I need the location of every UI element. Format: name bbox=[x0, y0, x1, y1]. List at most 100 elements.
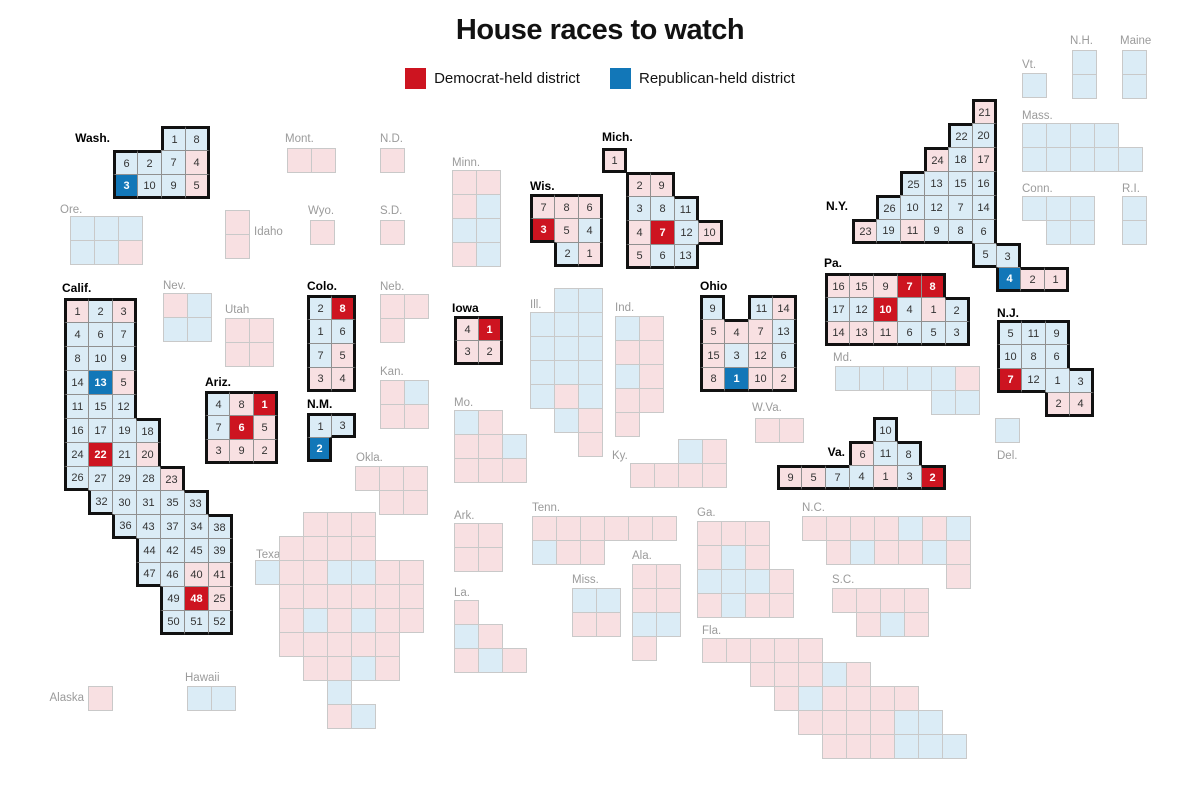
district-cell bbox=[639, 388, 664, 413]
district-cell bbox=[476, 170, 501, 195]
district-cell bbox=[554, 288, 579, 313]
district-cell-calif-46: 46 bbox=[160, 562, 185, 587]
district-cell-ohio-8: 8 bbox=[700, 367, 725, 392]
democrat-swatch-icon bbox=[405, 68, 427, 89]
district-cell bbox=[225, 210, 250, 235]
district-cell bbox=[327, 584, 352, 609]
state-label-utah: Utah bbox=[225, 304, 250, 316]
district-cell bbox=[822, 686, 847, 711]
district-cell bbox=[255, 560, 280, 585]
district-cell bbox=[502, 434, 527, 459]
district-cell bbox=[225, 342, 250, 367]
district-cell bbox=[596, 612, 621, 637]
district-cell-ohio-15: 15 bbox=[700, 343, 725, 368]
district-cell bbox=[870, 686, 895, 711]
district-cell bbox=[632, 612, 657, 637]
district-cell bbox=[554, 384, 579, 409]
district-cell bbox=[454, 410, 479, 435]
district-cell-ariz-9: 9 bbox=[229, 439, 254, 464]
district-cell-pa-1: 1 bbox=[921, 297, 946, 322]
district-cell-va-2: 2 bbox=[921, 465, 946, 490]
district-cell bbox=[894, 710, 919, 735]
district-cell-ariz-2: 2 bbox=[253, 439, 278, 464]
district-cell-calif-25: 25 bbox=[208, 586, 233, 611]
district-cell bbox=[303, 608, 328, 633]
district-cell bbox=[351, 584, 376, 609]
district-cell bbox=[1046, 123, 1071, 148]
district-cell-calif-1: 1 bbox=[64, 298, 89, 323]
state-label-mont: Mont. bbox=[285, 133, 314, 145]
district-cell bbox=[572, 612, 597, 637]
district-cell bbox=[615, 388, 640, 413]
district-cell bbox=[287, 148, 312, 173]
district-cell-ny-17: 17 bbox=[972, 147, 997, 172]
district-cell bbox=[1118, 147, 1143, 172]
district-cell bbox=[798, 710, 823, 735]
district-cell-wash-2: 2 bbox=[137, 150, 162, 175]
district-cell bbox=[580, 540, 605, 565]
district-cell-ny-4: 4 bbox=[996, 267, 1021, 292]
district-cell-va-6: 6 bbox=[849, 441, 874, 466]
district-cell-ariz-8: 8 bbox=[229, 391, 254, 416]
district-cell-wash-3: 3 bbox=[113, 174, 138, 199]
state-label-mo: Mo. bbox=[454, 397, 474, 409]
district-cell-mich-13: 13 bbox=[674, 244, 699, 269]
district-cell-mich-9: 9 bbox=[650, 172, 675, 197]
state-label-alaska: Alaska bbox=[49, 692, 84, 704]
district-cell-calif-49: 49 bbox=[160, 586, 185, 611]
district-cell bbox=[454, 458, 479, 483]
district-cell-calif-39: 39 bbox=[208, 538, 233, 563]
state-label-ind: Ind. bbox=[615, 302, 635, 314]
district-cell bbox=[874, 516, 899, 541]
district-cell-ny-11: 11 bbox=[900, 219, 925, 244]
district-cell bbox=[380, 294, 405, 319]
district-cell-pa-9: 9 bbox=[873, 273, 898, 298]
district-cell-pa-4: 4 bbox=[897, 297, 922, 322]
district-cell bbox=[880, 612, 905, 637]
district-cell bbox=[846, 686, 871, 711]
district-cell-pa-3: 3 bbox=[945, 321, 970, 346]
district-cell-calif-2: 2 bbox=[88, 298, 113, 323]
district-cell-ny-8: 8 bbox=[948, 219, 973, 244]
district-cell bbox=[721, 545, 746, 570]
district-cell-ariz-1: 1 bbox=[253, 391, 278, 416]
district-cell bbox=[225, 318, 250, 343]
district-cell bbox=[327, 632, 352, 657]
district-cell bbox=[279, 632, 304, 657]
district-cell-wash-9: 9 bbox=[161, 174, 186, 199]
district-cell bbox=[187, 686, 212, 711]
district-cell-va-4: 4 bbox=[849, 465, 874, 490]
district-cell-ohio-4: 4 bbox=[724, 319, 749, 344]
district-cell-ny-7: 7 bbox=[948, 195, 973, 220]
district-cell bbox=[832, 588, 857, 613]
state-label-wva: W.Va. bbox=[752, 402, 782, 414]
district-cell bbox=[530, 336, 555, 361]
state-label-mich: Mich. bbox=[602, 130, 633, 144]
district-cell bbox=[327, 608, 352, 633]
district-cell bbox=[745, 569, 770, 594]
district-cell bbox=[351, 536, 376, 561]
district-cell bbox=[351, 560, 376, 585]
district-cell bbox=[404, 404, 429, 429]
legend-label-democrat: Democrat-held district bbox=[434, 70, 580, 87]
district-cell bbox=[846, 734, 871, 759]
district-cell bbox=[452, 242, 477, 267]
district-cell bbox=[1022, 123, 1047, 148]
district-cell bbox=[530, 312, 555, 337]
district-cell-ny-12: 12 bbox=[924, 195, 949, 220]
district-cell-mich-7: 7 bbox=[650, 220, 675, 245]
district-cell bbox=[955, 366, 980, 391]
district-cell bbox=[454, 523, 479, 548]
district-cell-ny-2: 2 bbox=[1020, 267, 1045, 292]
district-cell bbox=[755, 418, 780, 443]
district-cell bbox=[856, 588, 881, 613]
district-cell bbox=[554, 360, 579, 385]
state-label-kan: Kan. bbox=[380, 366, 404, 378]
district-cell-wis-4: 4 bbox=[578, 218, 603, 243]
district-cell bbox=[303, 584, 328, 609]
district-cell bbox=[351, 512, 376, 537]
district-cell bbox=[615, 316, 640, 341]
district-cell-mich-8: 8 bbox=[650, 196, 675, 221]
district-cell-colo-1: 1 bbox=[307, 319, 332, 344]
district-cell bbox=[399, 584, 424, 609]
